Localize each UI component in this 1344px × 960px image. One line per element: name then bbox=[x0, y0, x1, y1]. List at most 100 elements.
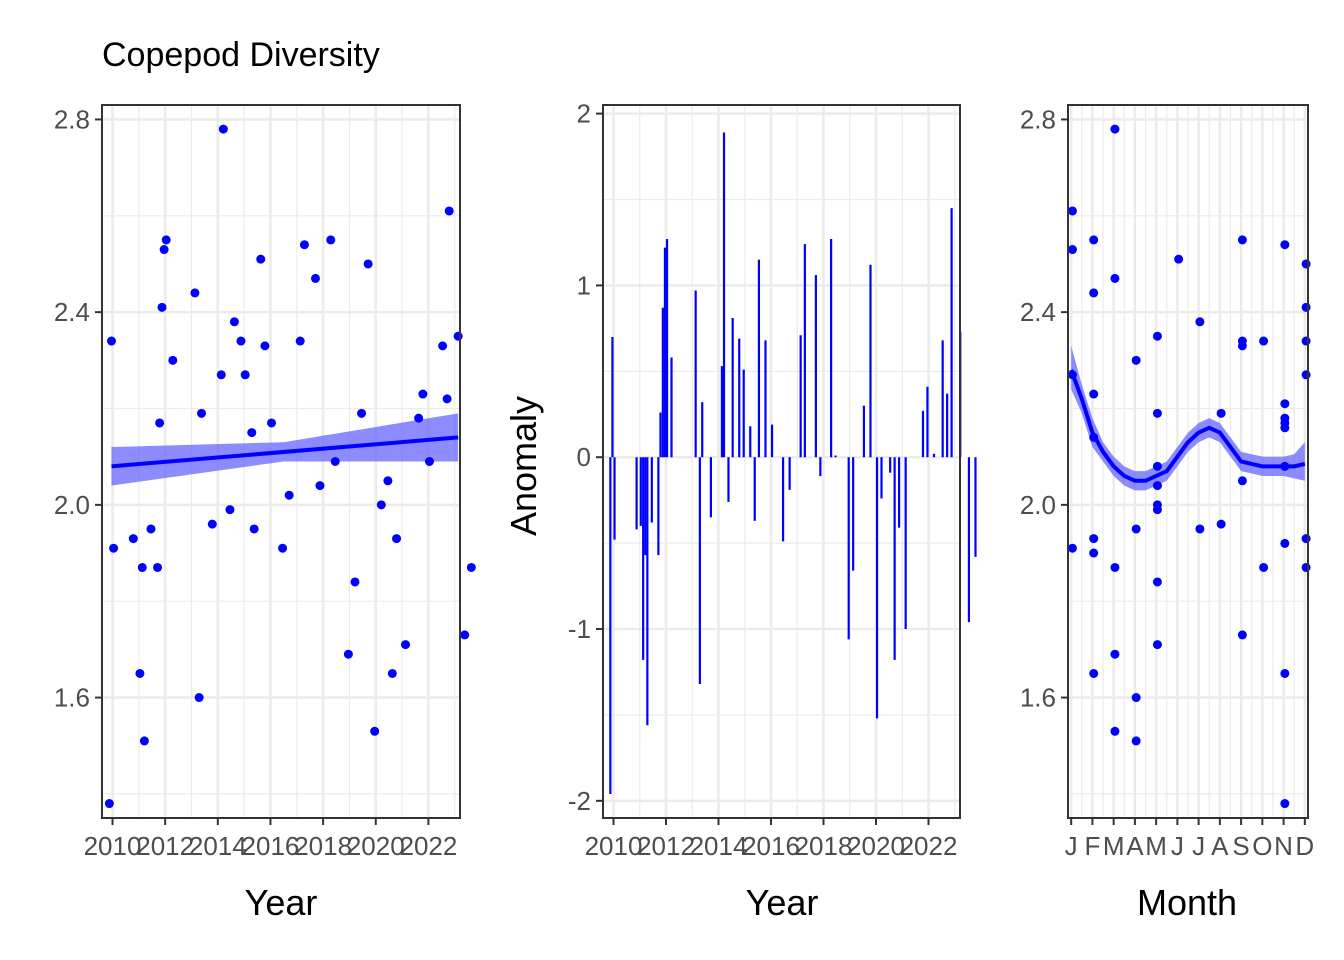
data-point bbox=[310, 273, 320, 283]
data-point bbox=[363, 259, 373, 269]
x-tick-label: 2020 bbox=[847, 831, 905, 861]
data-point bbox=[106, 336, 116, 346]
x-tick-label: A bbox=[1126, 831, 1144, 861]
data-point bbox=[1067, 370, 1077, 380]
data-point bbox=[247, 428, 257, 438]
data-point bbox=[1280, 423, 1290, 433]
data-point bbox=[414, 413, 424, 423]
y-tick-label: 2.4 bbox=[54, 297, 90, 327]
data-point bbox=[1216, 408, 1226, 418]
x-tick-label: 2020 bbox=[347, 831, 405, 861]
y-tick-label: 2.8 bbox=[54, 104, 90, 134]
x-tick-label: 2018 bbox=[795, 831, 853, 861]
data-point bbox=[197, 408, 207, 418]
data-point bbox=[155, 418, 165, 428]
data-point bbox=[1110, 726, 1120, 736]
data-point bbox=[240, 370, 250, 380]
data-point bbox=[104, 799, 114, 809]
y-tick-label: 0 bbox=[577, 442, 591, 472]
x-tick-label: 2010 bbox=[84, 831, 142, 861]
data-point bbox=[153, 562, 163, 572]
data-point bbox=[159, 245, 169, 255]
data-point bbox=[1089, 534, 1099, 544]
data-point bbox=[1131, 736, 1141, 746]
confidence-ribbon bbox=[111, 413, 459, 486]
data-point bbox=[216, 370, 226, 380]
data-point bbox=[1195, 524, 1205, 534]
data-point bbox=[1216, 519, 1226, 529]
data-point bbox=[225, 505, 235, 515]
data-point bbox=[135, 668, 145, 678]
data-point bbox=[1152, 640, 1162, 650]
x-tick-label: S bbox=[1232, 831, 1249, 861]
data-point bbox=[1089, 235, 1099, 245]
data-point bbox=[1110, 649, 1120, 659]
y-axis-title-anomaly: Anomaly bbox=[503, 396, 544, 536]
panel-border bbox=[602, 104, 961, 819]
data-point bbox=[190, 288, 200, 298]
data-point bbox=[460, 630, 470, 640]
x-tick-label: 2014 bbox=[690, 831, 748, 861]
data-point bbox=[330, 457, 340, 466]
data-point bbox=[1195, 317, 1205, 327]
data-point bbox=[218, 124, 228, 134]
data-point bbox=[157, 302, 167, 312]
data-point bbox=[1152, 505, 1162, 515]
data-point bbox=[357, 408, 367, 418]
x-tick-label: N bbox=[1274, 831, 1293, 861]
data-point bbox=[260, 341, 270, 351]
data-point bbox=[1089, 288, 1099, 298]
x-tick-label: 2022 bbox=[399, 831, 457, 861]
x-axis-title-month: Month bbox=[1137, 882, 1237, 923]
data-point bbox=[1301, 336, 1311, 346]
y-tick-label: 2.4 bbox=[1020, 297, 1056, 327]
panel-border bbox=[1067, 104, 1309, 819]
data-point bbox=[418, 389, 428, 399]
data-point bbox=[1152, 461, 1162, 471]
data-point bbox=[1301, 534, 1311, 544]
data-point bbox=[1131, 693, 1141, 703]
data-point bbox=[267, 418, 277, 428]
data-point bbox=[442, 394, 452, 404]
x-tick-label: 2016 bbox=[742, 831, 800, 861]
data-point bbox=[1280, 240, 1290, 250]
data-point bbox=[1280, 668, 1290, 678]
data-point bbox=[256, 254, 266, 264]
x-tick-label: J bbox=[1065, 831, 1078, 861]
data-point bbox=[1131, 355, 1141, 365]
y-tick-label: 2.8 bbox=[1020, 104, 1056, 134]
data-point bbox=[229, 317, 239, 327]
y-tick-label: -2 bbox=[568, 786, 591, 816]
confidence-ribbon bbox=[1071, 345, 1305, 491]
x-tick-label: M bbox=[1103, 831, 1125, 861]
data-point bbox=[1067, 245, 1077, 255]
x-tick-label: M bbox=[1145, 831, 1167, 861]
x-axis-title-year-scatter: Year bbox=[245, 882, 318, 923]
data-point bbox=[444, 206, 454, 216]
data-point bbox=[249, 524, 259, 534]
data-point bbox=[1237, 235, 1247, 245]
month-scatter-panel: 1.62.02.42.8J F M A M J J A S O N D bbox=[1020, 104, 1314, 861]
data-point bbox=[424, 457, 434, 466]
data-point bbox=[1259, 336, 1269, 346]
data-point bbox=[236, 336, 246, 346]
data-point bbox=[1110, 124, 1120, 134]
data-point bbox=[1301, 302, 1311, 312]
data-point bbox=[146, 524, 156, 534]
x-tick-label: J bbox=[1171, 831, 1184, 861]
x-tick-label: 2012 bbox=[637, 831, 695, 861]
data-point bbox=[1301, 562, 1311, 572]
data-point bbox=[1152, 408, 1162, 418]
smooth-fit-line bbox=[1069, 369, 1306, 483]
data-point bbox=[1280, 461, 1290, 471]
data-point bbox=[1110, 273, 1120, 283]
data-point bbox=[370, 726, 380, 736]
y-tick-label: 1.6 bbox=[1020, 683, 1056, 713]
data-point bbox=[278, 543, 288, 553]
data-point bbox=[1110, 562, 1120, 572]
x-tick-label: 2018 bbox=[294, 831, 352, 861]
data-point bbox=[326, 235, 336, 245]
y-tick-label: 1.6 bbox=[54, 683, 90, 713]
panel-border bbox=[101, 104, 461, 819]
